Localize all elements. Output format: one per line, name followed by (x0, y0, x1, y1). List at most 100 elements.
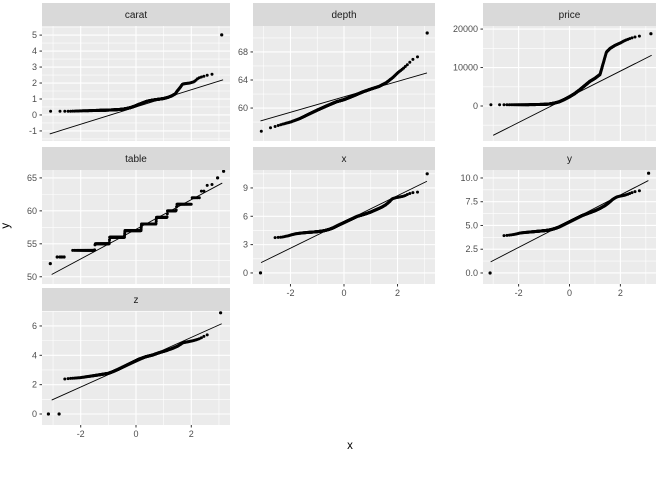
y-tick-label: 5 (32, 30, 37, 40)
x-tick-label: 2 (395, 288, 400, 298)
facet-strip-label: y (567, 154, 572, 165)
y-tick-label: 9 (243, 183, 248, 193)
y-tick-label: 6 (32, 321, 37, 331)
facet-strip-label: price (559, 10, 581, 21)
y-tick-label: 2 (32, 380, 37, 390)
facet-strip-label: table (125, 154, 147, 165)
y-tick-label: 5.0 (465, 220, 478, 230)
y-tick-label: 2.5 (465, 244, 478, 254)
qq-line (490, 180, 649, 263)
grid-major (253, 170, 435, 284)
qq-outlier-point (219, 311, 223, 315)
qq-outlier-point (62, 255, 66, 259)
facet-strip (42, 147, 230, 170)
qq-outlier-point (57, 412, 61, 416)
y-tick-label: 3 (32, 62, 37, 72)
y-tick-label: 65 (27, 173, 37, 183)
x-axis: -2 0 2 (515, 284, 623, 298)
qq-outlier-point (222, 170, 226, 173)
x-tick-label: 2 (189, 429, 194, 439)
x-tick-label: 0 (567, 288, 572, 298)
qq-outlier-point (216, 176, 220, 180)
y-tick-label: 1 (32, 94, 37, 104)
x-tick-label: 0 (341, 288, 346, 298)
facet-y: 0.0 2.5 5.0 7.5 10.0 -2 0 2 y (460, 147, 656, 298)
x-tick-label: 0 (133, 429, 138, 439)
y-axis: 50 55 60 65 (27, 173, 42, 282)
qq-outlier-point (258, 271, 263, 275)
grid-major (42, 311, 230, 425)
facet-strip-label: z (134, 295, 139, 306)
y-tick-label: 0 (243, 268, 248, 278)
y-tick-label: -1 (29, 126, 37, 136)
grid-major (483, 170, 656, 284)
y-tick-label: 10000 (453, 63, 478, 73)
x-axis-title: x (347, 440, 353, 452)
y-tick-label: 20000 (453, 24, 478, 34)
qq-points (258, 172, 429, 275)
facet-strip (483, 3, 656, 26)
y-tick-label: 4 (32, 350, 37, 360)
y-tick-label: 4 (32, 46, 37, 56)
y-tick-label: 0 (32, 409, 37, 419)
qq-line (51, 323, 222, 401)
qq-points (48, 170, 226, 266)
y-axis: 0 3 6 9 (243, 183, 253, 278)
y-axis-title: y (0, 222, 13, 229)
y-tick-label: 10.0 (460, 173, 478, 183)
y-axis: 0 10000 20000 (453, 24, 483, 111)
qq-outlier-point (488, 271, 492, 275)
y-tick-label: 2 (32, 78, 37, 88)
facet-table: 50 55 60 65 table (27, 147, 230, 284)
qq-line (51, 182, 223, 275)
y-tick-label: 60 (238, 103, 248, 113)
qq-points (49, 33, 224, 113)
qq-outlier-point (649, 32, 653, 36)
x-axis: -2 0 2 (77, 425, 194, 439)
y-tick-label: 55 (27, 239, 37, 249)
x-axis: -2 0 2 (286, 284, 400, 298)
qq-line (260, 72, 428, 122)
y-tick-label: 7.5 (465, 197, 478, 207)
y-axis: -1 0 1 2 3 4 5 (29, 30, 42, 136)
qq-outlier-point (220, 33, 224, 37)
y-tick-label: 3 (243, 240, 248, 250)
facet-strip-label: x (342, 154, 347, 165)
qq-outlier-point (60, 255, 64, 259)
facet-strip (253, 3, 435, 26)
facet-strip (42, 288, 230, 311)
facet-strip (483, 147, 656, 170)
x-tick-label: -2 (515, 288, 523, 298)
facet-price: 0 10000 20000 price (453, 3, 656, 141)
qq-line (260, 180, 428, 264)
qq-outlier-point (48, 262, 52, 266)
y-tick-label: 68 (238, 47, 248, 57)
facet-strip (253, 147, 435, 170)
y-tick-label: 0 (32, 110, 37, 120)
grid-major (253, 26, 435, 141)
y-tick-label: 0 (473, 101, 478, 111)
facet-x: 0 3 6 9 -2 0 2 x (243, 147, 435, 298)
y-tick-label: 6 (243, 211, 248, 221)
qq-outlier-point (425, 31, 429, 35)
facet-strip-label: carat (125, 10, 147, 21)
qq-outlier-point (46, 412, 51, 416)
y-tick-label: 0.0 (465, 268, 478, 278)
grid-major (42, 170, 230, 284)
y-axis: 0.0 2.5 5.0 7.5 10.0 (460, 173, 483, 278)
facet-strip (42, 3, 230, 26)
qq-outlier-point (647, 171, 651, 175)
y-axis: 0 2 4 6 (32, 321, 42, 419)
y-tick-label: 64 (238, 75, 248, 85)
qq-line (492, 54, 652, 136)
y-tick-label: 50 (27, 272, 37, 282)
x-tick-label: 2 (618, 288, 623, 298)
facet-strip-label: depth (331, 10, 356, 21)
facet-z: 0 2 4 6 -2 0 2 z (32, 288, 230, 439)
facet-carat: -1 0 1 2 3 4 5 carat (29, 3, 230, 141)
facet-depth: 60 64 68 depth (238, 3, 435, 141)
x-tick-label: -2 (77, 429, 85, 439)
qq-outlier-point (55, 255, 59, 259)
